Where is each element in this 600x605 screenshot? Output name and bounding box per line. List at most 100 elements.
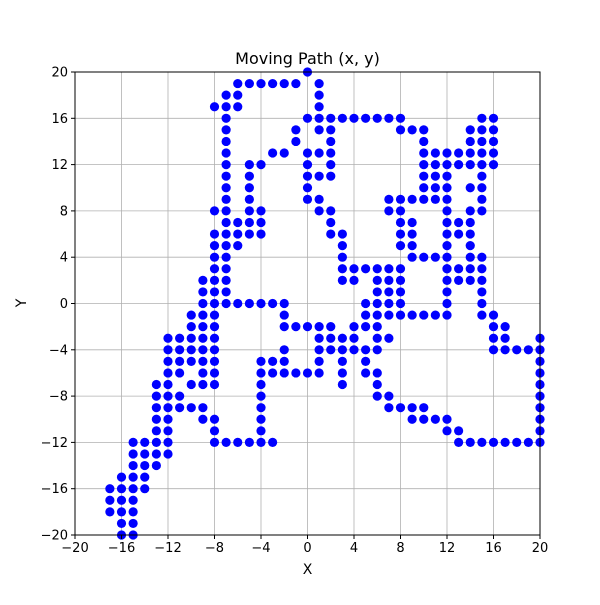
- data-point: [198, 414, 208, 424]
- data-point: [244, 183, 254, 193]
- data-point: [221, 229, 231, 239]
- data-point: [419, 403, 429, 413]
- data-point: [186, 333, 196, 343]
- x-tick-label: 20: [532, 541, 549, 556]
- y-tick-label: −4: [49, 343, 68, 358]
- data-point: [337, 275, 347, 285]
- data-point: [163, 403, 173, 413]
- data-point: [361, 298, 371, 309]
- data-point: [209, 102, 220, 112]
- data-point: [233, 229, 243, 239]
- data-point: [256, 426, 266, 436]
- data-point: [419, 414, 429, 424]
- data-point: [244, 206, 254, 216]
- data-point: [395, 298, 406, 309]
- data-point: [326, 125, 336, 135]
- data-point: [128, 460, 138, 471]
- data-point: [268, 298, 278, 309]
- data-point: [419, 194, 429, 204]
- data-point: [198, 403, 208, 413]
- data-point: [372, 322, 382, 332]
- data-point: [430, 160, 440, 170]
- data-point: [442, 160, 452, 170]
- data-point: [454, 275, 464, 285]
- data-point: [279, 298, 289, 309]
- data-point: [430, 252, 440, 262]
- data-point: [209, 426, 220, 436]
- data-point: [442, 206, 452, 216]
- data-point: [395, 264, 406, 274]
- y-tick-label: 16: [51, 112, 68, 127]
- data-point: [256, 217, 266, 228]
- data-point: [430, 414, 440, 424]
- data-point: [465, 264, 475, 274]
- data-point: [454, 229, 464, 239]
- data-point: [454, 264, 464, 274]
- data-point: [186, 345, 196, 355]
- data-point: [233, 90, 243, 100]
- chart-title: Moving Path (x, y): [235, 49, 380, 68]
- data-point: [372, 333, 382, 343]
- data-point: [163, 345, 173, 355]
- data-point: [384, 206, 394, 216]
- data-point: [465, 136, 475, 147]
- data-point: [465, 229, 475, 239]
- data-point: [442, 310, 452, 320]
- data-point: [221, 160, 231, 170]
- data-point: [268, 356, 278, 366]
- data-point: [116, 507, 127, 517]
- data-point: [221, 264, 231, 274]
- y-tick-label: 20: [51, 66, 68, 81]
- data-point: [384, 275, 394, 285]
- data-point: [244, 298, 254, 309]
- data-point: [268, 78, 278, 89]
- data-point: [477, 437, 487, 447]
- data-point: [198, 298, 208, 309]
- data-point: [454, 217, 464, 228]
- data-point: [279, 356, 289, 366]
- data-point: [221, 241, 231, 251]
- data-point: [407, 217, 417, 228]
- data-point: [442, 183, 452, 193]
- data-point: [419, 160, 429, 170]
- data-point: [477, 206, 487, 216]
- data-point: [163, 333, 173, 343]
- data-point: [326, 229, 336, 239]
- data-point: [488, 148, 499, 158]
- data-point: [221, 194, 231, 204]
- y-tick-label: −8: [49, 390, 68, 405]
- data-point: [407, 403, 417, 413]
- data-point: [244, 229, 254, 239]
- data-point: [163, 356, 173, 366]
- y-tick-label: 12: [51, 158, 68, 173]
- data-point: [465, 125, 475, 135]
- data-point: [233, 78, 243, 89]
- data-point: [105, 495, 115, 505]
- data-point: [384, 194, 394, 204]
- data-point: [140, 460, 150, 471]
- data-point: [488, 113, 499, 123]
- x-tick-label: −4: [251, 541, 270, 556]
- data-point: [477, 136, 487, 147]
- data-point: [256, 356, 266, 366]
- data-point: [314, 148, 324, 158]
- data-point: [221, 252, 231, 262]
- data-point: [163, 414, 173, 424]
- data-point: [128, 495, 138, 505]
- data-point: [209, 298, 220, 309]
- data-point: [163, 391, 173, 401]
- data-point: [198, 356, 208, 366]
- data-point: [361, 310, 371, 320]
- data-point: [233, 102, 243, 112]
- data-point: [442, 264, 452, 274]
- data-point: [256, 298, 266, 309]
- data-point: [442, 287, 452, 297]
- data-point: [151, 460, 161, 471]
- data-point: [395, 229, 406, 239]
- data-point: [454, 148, 464, 158]
- data-point: [477, 183, 487, 193]
- data-point: [337, 241, 347, 251]
- data-point: [477, 287, 487, 297]
- data-point: [442, 229, 452, 239]
- data-point: [279, 345, 289, 355]
